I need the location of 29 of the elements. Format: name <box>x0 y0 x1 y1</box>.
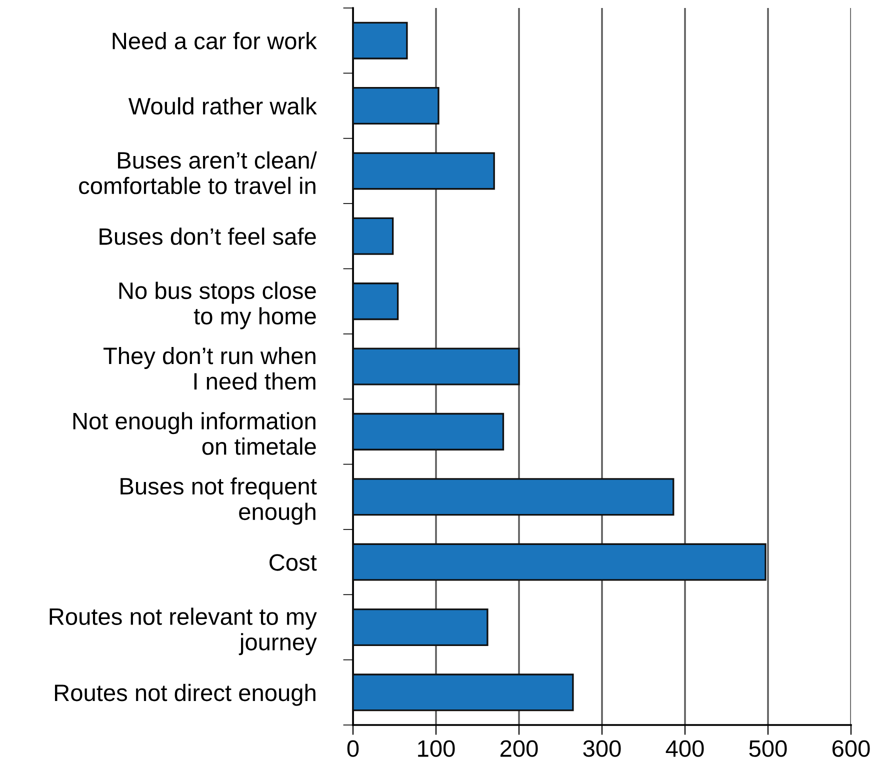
bar <box>353 543 766 581</box>
y-tick-label: Buses don’t feel safe <box>100 228 316 245</box>
x-tick-label: 500 <box>749 740 787 757</box>
y-tick-label: Cost <box>270 554 317 571</box>
bar <box>353 674 574 712</box>
y-tick-label: They don’t run when I need them <box>103 346 316 390</box>
y-tick-label: Not enough information on timetale <box>73 412 316 455</box>
x-tick-label: 600 <box>832 740 870 757</box>
bar <box>353 282 399 320</box>
y-tick-label: Buses not frequent enough <box>120 477 317 525</box>
bar <box>353 608 488 646</box>
bar <box>353 348 520 386</box>
x-tick-label: 100 <box>418 740 455 757</box>
x-tick-label: 400 <box>666 740 704 757</box>
bar <box>353 478 674 516</box>
x-tick-label: 200 <box>500 740 538 757</box>
bar <box>353 152 495 190</box>
y-tick-label: No bus stops close to my home <box>119 282 316 330</box>
bar <box>353 412 504 450</box>
y-tick-label: Routes not relevant to my journey <box>50 608 317 656</box>
y-tick-label: Routes not direct enough <box>55 684 316 706</box>
x-tick-label: 0 <box>347 740 359 757</box>
y-tick-label: Buses aren’t clean/ comfortable to travel in <box>79 151 317 194</box>
y-tick-label: Would rather walk <box>128 97 317 115</box>
bar <box>353 87 440 125</box>
bar <box>353 22 408 60</box>
x-tick-label: 300 <box>583 740 621 757</box>
bar <box>353 217 394 255</box>
y-tick-label: Need a car for work <box>112 32 317 50</box>
